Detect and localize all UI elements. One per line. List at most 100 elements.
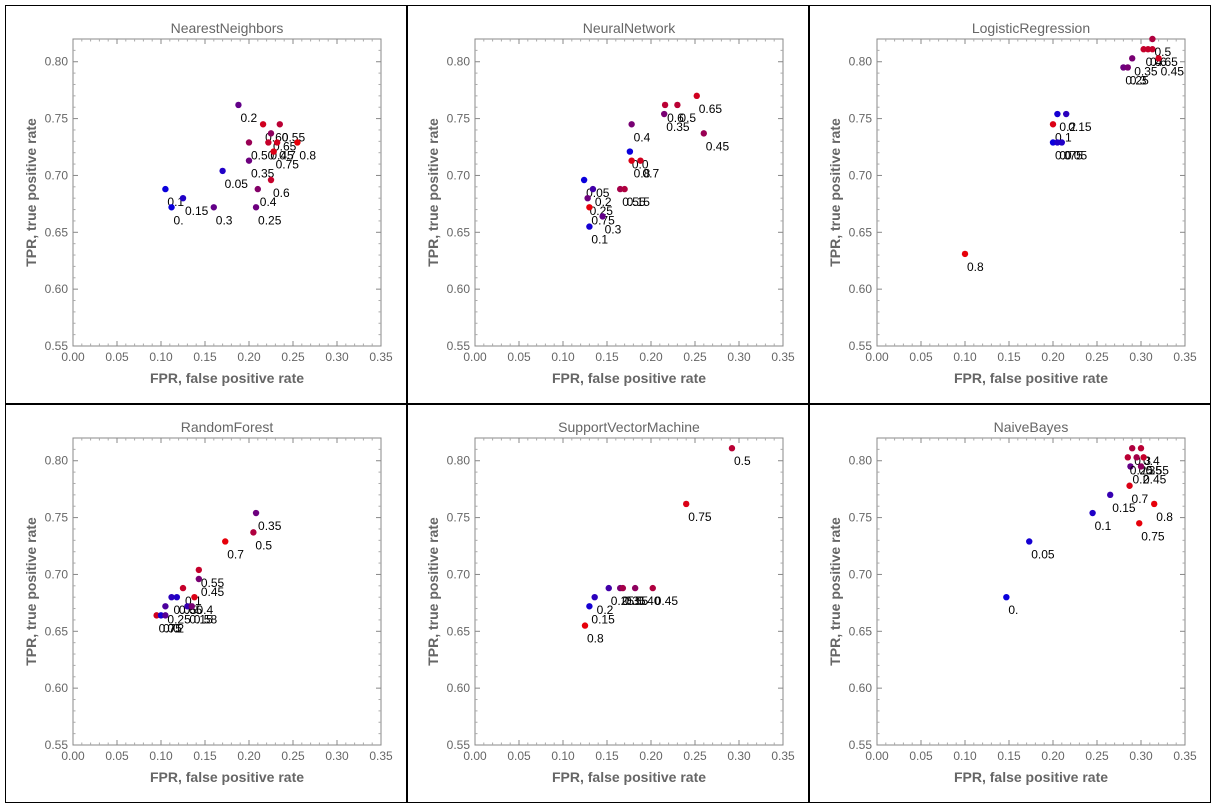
data-point — [584, 194, 591, 202]
x-tick-label: 0.15 — [595, 350, 619, 364]
x-axis-label: FPR, false positive rate — [150, 769, 304, 785]
y-tick-label: 0.80 — [45, 454, 69, 468]
data-point — [1054, 110, 1061, 118]
x-tick-label: 0.30 — [727, 350, 751, 364]
x-tick-label: 0.10 — [551, 749, 575, 763]
data-label: 0.35 — [251, 167, 275, 181]
y-tick-label: 0.70 — [849, 168, 873, 182]
y-tick-label: 0.75 — [447, 112, 471, 126]
x-tick-label: 0.15 — [193, 749, 217, 763]
data-label: 0.45 — [1161, 64, 1185, 78]
x-tick-label: 0.10 — [953, 749, 977, 763]
data-point — [265, 139, 272, 146]
data-label: 0.25 — [1130, 463, 1154, 477]
x-tick-label: 0.00 — [865, 350, 889, 364]
data-label: 0.2 — [240, 111, 257, 125]
x-tick-label: 0.00 — [463, 749, 487, 763]
plot-frame — [474, 437, 784, 746]
data-point — [700, 130, 707, 137]
data-label: 0.40 — [637, 594, 661, 608]
plot-frame — [876, 38, 1186, 347]
data-point — [276, 121, 283, 128]
x-axis-label: FPR, false positive rate — [150, 370, 304, 386]
x-tick-label: 0.10 — [149, 749, 173, 763]
data-label: 0.75 — [159, 621, 183, 635]
chart-panel-naive-bayes: NaiveBayes 0.00 0.05 0.10 0.15 0.20 0.25 0.30 0.… — [809, 404, 1211, 803]
y-tick-label: 0.60 — [447, 282, 471, 296]
x-tick-label: 0.15 — [997, 350, 1021, 364]
data-point — [628, 157, 635, 164]
data-point — [219, 167, 226, 175]
data-label: 0.55 — [1146, 463, 1170, 477]
data-point — [617, 185, 624, 193]
data-point — [252, 509, 260, 517]
data-point — [621, 185, 628, 193]
x-tick-label: 0.10 — [953, 350, 977, 364]
data-point — [599, 213, 606, 220]
data-point — [210, 204, 217, 211]
data-label: 0.25 — [1125, 73, 1149, 87]
data-label: 0.5 — [255, 538, 272, 552]
data-point — [294, 139, 301, 146]
data-point — [157, 612, 165, 619]
data-label: 0.25 — [258, 213, 282, 227]
data-label: 0.1 — [591, 233, 608, 247]
y-tick-label: 0.55 — [849, 339, 873, 353]
data-label: 0.25 — [611, 594, 635, 608]
data-point — [586, 603, 593, 610]
data-label: 0.7 — [227, 547, 244, 561]
data-label: 0.58 — [194, 612, 218, 626]
data-label: 0.65 — [699, 102, 723, 116]
data-point — [626, 148, 634, 155]
chart-svg: LogisticRegression 0.00 0.05 0.10 0.15 0.20 0.… — [827, 20, 1197, 386]
y-tick-label: 0.70 — [447, 567, 471, 581]
data-point — [1126, 482, 1133, 489]
data-point — [1140, 46, 1147, 53]
chart-title: RandomForest — [181, 419, 274, 435]
plot-frame — [474, 38, 784, 347]
y-axis-label: TPR, true positive rate — [425, 517, 441, 666]
data-label: 0. — [1008, 603, 1018, 617]
data-point — [184, 603, 191, 610]
data-point — [693, 92, 700, 100]
data-point — [1063, 110, 1070, 118]
y-tick-label: 0.60 — [849, 282, 873, 296]
data-label: 0.5 — [734, 454, 751, 468]
data-point — [1049, 121, 1057, 128]
data-point — [1133, 454, 1140, 461]
x-tick-label: 0.05 — [909, 350, 933, 364]
data-label: 0.55 — [282, 130, 306, 144]
data-label: 0.45 — [201, 585, 225, 599]
data-label: 0.45 — [1143, 472, 1167, 486]
data-label: 0.8 — [1156, 510, 1173, 524]
y-tick-label: 0.60 — [447, 681, 471, 695]
data-point — [195, 566, 203, 574]
data-label: 0.15 — [627, 195, 651, 209]
y-tick-label: 0.55 — [447, 339, 471, 353]
data-point — [195, 575, 203, 583]
x-tick-label: 0.25 — [1085, 350, 1109, 364]
chart-title: NeuralNetwork — [583, 20, 677, 36]
data-label: 0.15 — [185, 204, 209, 218]
data-point — [1137, 463, 1145, 470]
chart-svg: NeuralNetwork 0.00 0.05 0.10 0.15 0.20 0.25 0.3… — [425, 20, 795, 386]
data-point — [235, 101, 242, 109]
x-tick-label: 0.25 — [683, 350, 707, 364]
y-tick-label: 0.65 — [45, 225, 69, 239]
data-point — [961, 250, 969, 258]
data-label: 0.2 — [597, 603, 614, 617]
x-tick-label: 0.30 — [325, 350, 349, 364]
data-label: 0.05 — [1031, 547, 1055, 561]
y-axis-label: TPR, true positive rate — [425, 118, 441, 267]
x-tick-label: 0.00 — [61, 350, 85, 364]
x-tick-label: 0.35 — [771, 749, 795, 763]
data-point — [1149, 35, 1156, 43]
data-label: 0.45 — [655, 594, 679, 608]
y-tick-label: 0.75 — [45, 511, 69, 525]
data-point — [270, 148, 277, 155]
data-label: 0.2 — [1059, 120, 1076, 134]
data-label: 0.25 — [167, 612, 191, 626]
data-point — [273, 139, 281, 146]
data-point — [188, 603, 195, 610]
data-point — [259, 121, 267, 128]
